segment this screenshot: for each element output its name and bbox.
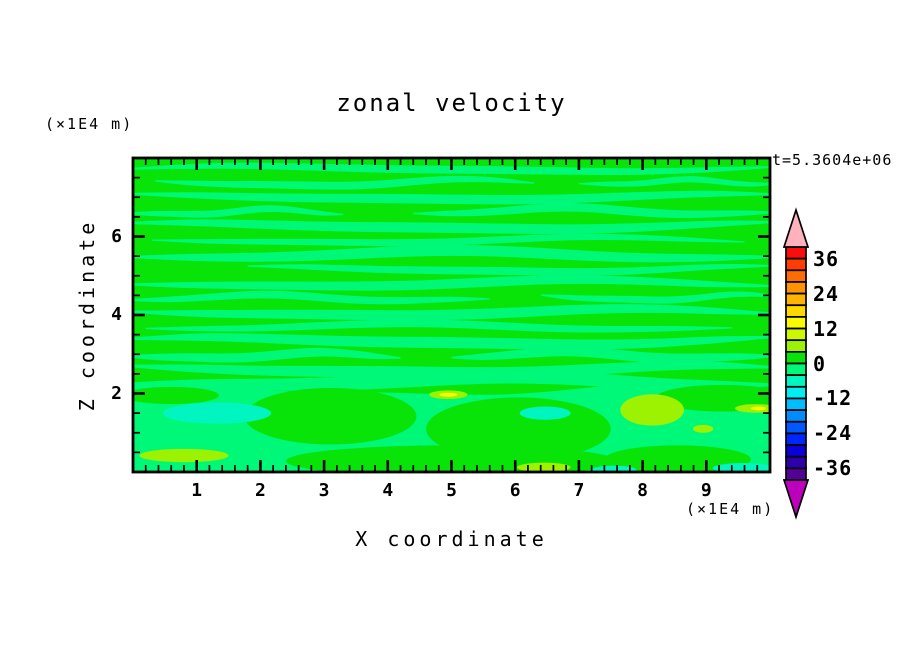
colorbar-segment [785, 420, 807, 435]
x-tick-label: 7 [573, 480, 585, 501]
plot-border [131, 156, 772, 474]
contour-streak [152, 233, 745, 247]
x-tick-label: 8 [637, 480, 649, 501]
colorbar-segment [785, 246, 807, 260]
colorbar-segment [785, 304, 807, 318]
contour-streak [451, 346, 770, 364]
x-tick-label: 3 [318, 480, 330, 501]
x-tick-label: 5 [446, 480, 457, 501]
contour-streak [133, 290, 490, 305]
colorbar-segment [785, 316, 807, 330]
x-tick-label: 9 [700, 480, 712, 501]
contour-streak [133, 205, 344, 218]
colorbar-segment [785, 351, 807, 365]
field-blob [655, 384, 770, 412]
contour-streak [540, 291, 770, 304]
chart-title: zonal velocity [336, 89, 567, 117]
colorbar-segment [785, 327, 807, 342]
contour-streak [133, 304, 770, 321]
contour-streak [145, 319, 732, 333]
contour-streak [133, 347, 401, 363]
field-blob [604, 445, 751, 472]
colorbar-segment [785, 397, 807, 411]
y-tick-label: 6 [111, 225, 122, 247]
contour-streak [578, 176, 770, 187]
field-patch [162, 402, 272, 424]
field-patch [519, 406, 571, 420]
field-patch [620, 394, 685, 426]
x-tick-label: 4 [382, 480, 394, 501]
colorbar-under-arrow [782, 479, 810, 520]
colorbar-tick-label: 0 [813, 351, 827, 376]
colorbar-segment [785, 374, 807, 388]
y-tick-label: 4 [111, 304, 122, 325]
axis-ticks [134, 159, 769, 471]
contour-streak [155, 175, 535, 190]
colorbar-segment [785, 432, 807, 446]
colorbar-tick-label: 24 [813, 281, 840, 306]
colorbar-over-arrow [782, 207, 810, 248]
field-patch [439, 392, 458, 397]
field-blob [133, 386, 219, 405]
x-tick-label: 2 [254, 480, 266, 501]
colorbar-segment [785, 455, 807, 470]
colorbar-segment [785, 409, 807, 423]
contour-streak [247, 263, 770, 276]
colorbar-segment [785, 362, 807, 376]
contour-streak [133, 190, 770, 205]
colorbar-segment [785, 281, 807, 295]
contour-streak [133, 275, 770, 291]
contour-field [133, 158, 770, 472]
contour-streak [133, 361, 770, 379]
colorbar-tick-label: -24 [813, 421, 853, 446]
colorbar-segment [785, 444, 807, 458]
colorbar-segment [785, 467, 807, 481]
contour-streak [133, 333, 770, 350]
x-tick-label: 1 [191, 480, 203, 501]
colorbar-tick-label: -12 [813, 386, 853, 411]
colorbar-tick-label: 12 [813, 316, 840, 341]
colorbar-segment [785, 385, 807, 400]
colorbar [782, 207, 810, 520]
x-tick-label: 6 [509, 480, 521, 501]
colorbar-tick-label: -36 [813, 456, 853, 481]
field-patch [517, 462, 571, 472]
x-axis-label: X coordinate [355, 527, 548, 551]
y-tick-label: 2 [111, 382, 122, 404]
field-patch [712, 462, 770, 472]
x-axis-unit: (×1E4 m) [686, 500, 775, 518]
contour-streak [133, 219, 770, 234]
contour-streak [413, 203, 770, 219]
field-patch [139, 448, 229, 463]
field-patch [591, 465, 637, 472]
colorbar-tick-label: 36 [813, 246, 840, 271]
contour-streak [133, 244, 770, 263]
field-blob [244, 388, 417, 445]
field-patch [750, 406, 767, 411]
colorbar-segment [785, 339, 807, 353]
colorbar-segment [785, 269, 807, 283]
time-label: t=5.3604e+06 [772, 151, 893, 169]
field-patch [692, 424, 714, 433]
colorbar-segment [785, 292, 807, 307]
y-axis-unit: (×1E4 m) [45, 115, 134, 133]
colorbar-segment [785, 257, 807, 272]
